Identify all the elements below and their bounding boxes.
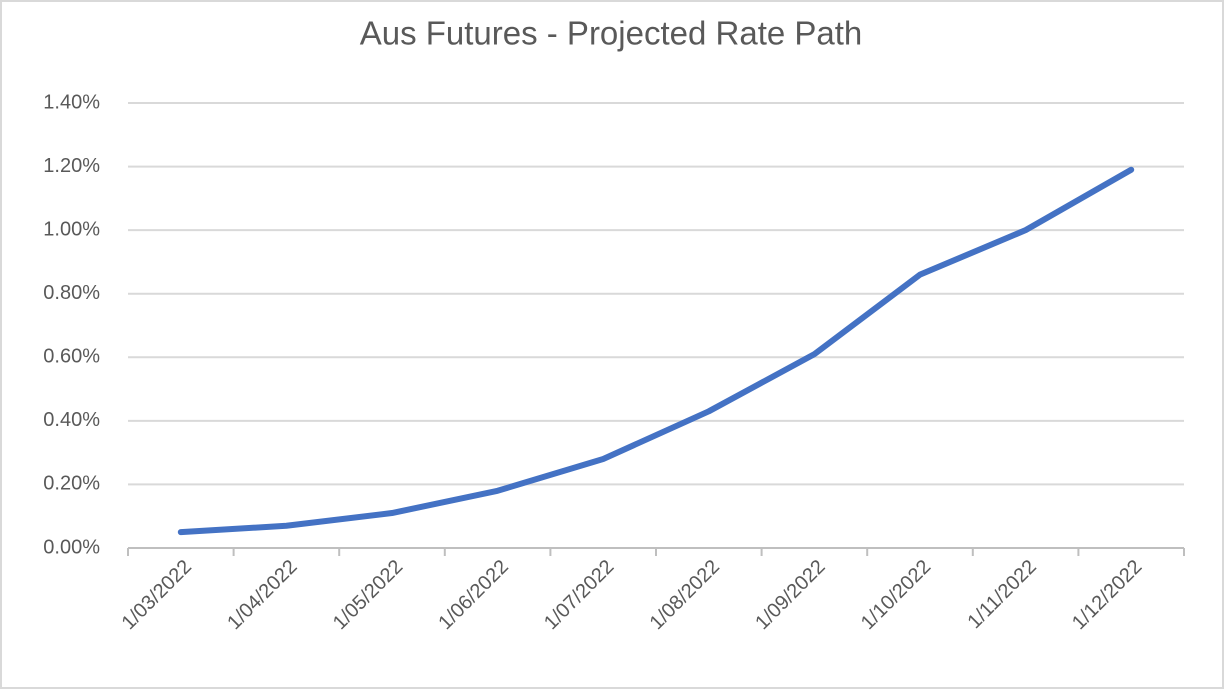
y-tick-label: 1.40%	[43, 91, 100, 113]
y-tick-label: 0.20%	[43, 473, 100, 495]
y-tick-label: 0.80%	[43, 282, 100, 304]
y-tick-label: 1.00%	[43, 218, 100, 240]
y-tick-label: 0.60%	[43, 346, 100, 368]
data-line	[177, 166, 1135, 536]
chart-title: Aus Futures - Projected Rate Path	[360, 15, 863, 52]
y-tick-label: 1.20%	[43, 155, 100, 177]
y-tick-label: 0.00%	[43, 536, 100, 558]
y-tick-label: 0.40%	[43, 409, 100, 431]
